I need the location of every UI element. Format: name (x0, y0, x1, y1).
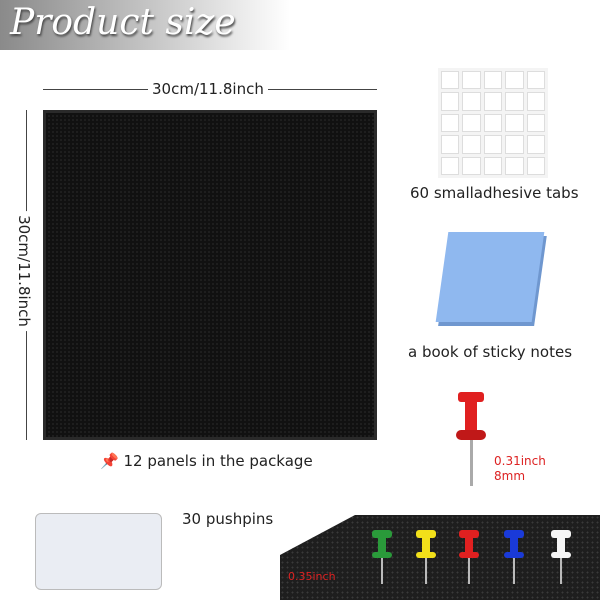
blue-pushpin (504, 530, 524, 584)
header-banner: Product size (0, 0, 290, 50)
pushpin-box-image (35, 513, 162, 590)
pushpins-label: 30 pushpins (182, 510, 274, 528)
width-label: 30cm/11.8inch (148, 80, 268, 98)
board-thickness-label: 0.35inch (288, 570, 336, 583)
pushpin-icon: 📌 (100, 452, 119, 470)
height-label: 30cm/11.8inch (14, 211, 33, 331)
tabs-label: 60 smalladhesive tabs (410, 184, 579, 202)
felt-panel-image (43, 110, 377, 440)
green-pushpin (372, 530, 392, 584)
notes-label: a book of sticky notes (408, 343, 573, 361)
page-title: Product size (10, 2, 236, 43)
adhesive-tabs-image (438, 68, 548, 178)
white-pushpin (551, 530, 571, 584)
pin-size-inch: 0.31inch (494, 454, 546, 468)
panels-text: 12 panels in the package (123, 452, 313, 470)
pin-size-mm: 8mm (494, 469, 526, 483)
yellow-pushpin (416, 530, 436, 584)
panels-label: 📌 12 panels in the package (100, 452, 313, 470)
board-thickness-image (280, 515, 600, 600)
red-pushpin-image (456, 392, 488, 492)
red-pushpin (459, 530, 479, 584)
sticky-notes-image (435, 232, 545, 322)
